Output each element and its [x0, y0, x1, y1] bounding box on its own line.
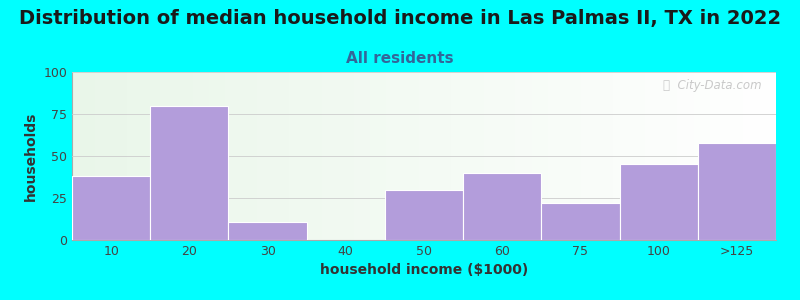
- X-axis label: household income ($1000): household income ($1000): [320, 263, 528, 278]
- Bar: [463, 173, 542, 240]
- Bar: [229, 221, 306, 240]
- Bar: [150, 106, 229, 240]
- Bar: [542, 203, 619, 240]
- Text: ⓘ  City-Data.com: ⓘ City-Data.com: [663, 79, 762, 92]
- Text: All residents: All residents: [346, 51, 454, 66]
- Bar: [72, 176, 150, 240]
- Bar: [619, 164, 698, 240]
- Bar: [698, 142, 776, 240]
- Bar: [385, 190, 463, 240]
- Text: Distribution of median household income in Las Palmas II, TX in 2022: Distribution of median household income …: [19, 9, 781, 28]
- Y-axis label: households: households: [24, 111, 38, 201]
